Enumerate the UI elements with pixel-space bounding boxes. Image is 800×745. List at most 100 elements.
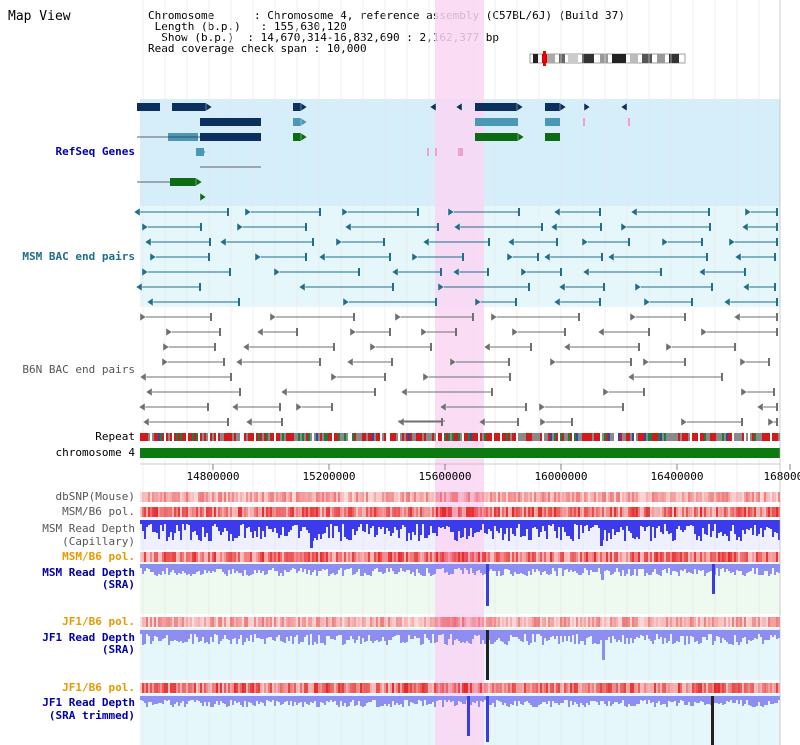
depth-bar [768,630,770,640]
polymorphism-cell [618,617,620,627]
depth-bar [462,520,464,537]
depth-bar [438,630,440,635]
polymorphism-cell [634,617,636,627]
depth-bar [672,520,674,541]
depth-bar [750,564,752,571]
depth-bar [604,564,606,571]
depth-bar [652,564,654,572]
depth-bar [294,696,296,702]
polymorphism-cell [652,683,654,693]
polymorphism-cell [362,552,364,562]
depth-bar [434,630,436,643]
polymorphism-cell [498,552,500,562]
depth-bar [198,630,200,642]
depth-bar [286,630,288,637]
depth-bar [450,520,452,532]
polymorphism-cell [632,507,634,517]
polymorphism-cell [628,552,630,562]
repeat-block [518,433,520,441]
polymorphism-cell [614,492,616,502]
repeat-block [642,433,644,441]
depth-bar [230,630,232,644]
polymorphism-cell [616,683,618,693]
depth-bar [510,696,512,704]
polymorphism-cell [368,492,370,502]
depth-bar [590,696,592,701]
polymorphism-cell [584,683,586,693]
polymorphism-cell [460,492,462,502]
depth-bar [262,696,264,703]
depth-bar [764,696,766,705]
repeat-block [520,433,522,441]
depth-bar [536,696,538,707]
repeat-block [612,433,614,441]
depth-bar [538,564,540,571]
polymorphism-cell [778,683,780,693]
polymorphism-cell [614,617,616,627]
repeat-block [436,433,438,441]
depth-bar [496,520,498,531]
polymorphism-cell [626,552,628,562]
polymorphism-cell [766,507,768,517]
polymorphism-cell [390,683,392,693]
depth-bar [330,630,332,639]
depth-bar [310,564,312,575]
polymorphism-cell [308,617,310,627]
polymorphism-cell [190,552,192,562]
polymorphism-cell [254,617,256,627]
polymorphism-cell [704,492,706,502]
polymorphism-cell [564,507,566,517]
polymorphism-cell [342,507,344,517]
depth-bar [402,630,404,642]
depth-bar [192,630,194,644]
depth-bar [710,564,712,571]
polymorphism-cell [472,683,474,693]
polymorphism-cell [406,683,408,693]
polymorphism-cell [464,617,466,627]
polymorphism-cell [702,683,704,693]
polymorphism-cell [246,552,248,562]
polymorphism-cell [354,683,356,693]
polymorphism-cell [548,492,550,502]
polymorphism-cell [328,552,330,562]
polymorphism-cell [146,507,148,517]
polymorphism-cell [698,552,700,562]
polymorphism-cell [508,552,510,562]
depth-bar [508,630,510,641]
polymorphism-cell [654,492,656,502]
depth-bar [422,696,424,706]
chromosome-ideogram[interactable] [529,51,686,66]
depth-bar [770,564,772,574]
polymorphism-cell [416,492,418,502]
polymorphism-cell [384,492,386,502]
polymorphism-cell [638,617,640,627]
depth-bar [164,520,166,524]
depth-bar [546,564,548,574]
depth-bar [490,696,492,705]
polymorphism-cell [394,683,396,693]
polymorphism-cell [672,617,674,627]
polymorphism-cell [358,507,360,517]
repeat-block [242,433,244,441]
depth-bar [444,696,446,700]
repeat-block [768,433,770,441]
depth-bar [648,520,650,526]
repeat-block [558,433,560,441]
polymorphism-cell [700,617,702,627]
polymorphism-cell [390,617,392,627]
depth-bar [232,696,234,705]
polymorphism-cell [540,552,542,562]
depth-bar [736,630,738,642]
polymorphism-cell [454,492,456,502]
polymorphism-cell [606,683,608,693]
depth-bar [392,564,394,571]
depth-bar [154,520,156,532]
polymorphism-cell [648,492,650,502]
polymorphism-cell [252,552,254,562]
polymorphism-cell [442,492,444,502]
polymorphism-cell [414,492,416,502]
depth-bar [182,564,184,571]
polymorphism-cell [204,617,206,627]
polymorphism-cell [336,492,338,502]
